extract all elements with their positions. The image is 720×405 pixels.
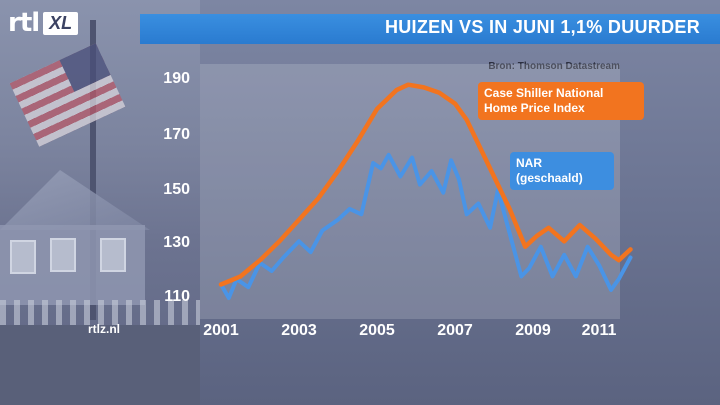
house-window — [50, 238, 76, 272]
x-tick-label: 2001 — [203, 322, 239, 339]
chart-title: HUIZEN VS IN JUNI 1,1% DUURDER — [384, 17, 700, 37]
y-tick-label: 130 — [163, 234, 190, 251]
x-tick-label: 2009 — [515, 322, 551, 339]
series-line-case-shiller — [218, 82, 633, 287]
series-layer — [218, 82, 633, 300]
x-tick-label: 2003 — [281, 322, 317, 339]
photo-backdrop — [0, 0, 200, 405]
legend-case-shiller: Case Shiller National Home Price Index — [478, 82, 644, 120]
logo-xl-badge: XL — [43, 11, 79, 35]
house-window — [10, 240, 36, 274]
ground — [0, 325, 200, 405]
x-tick-label: 2005 — [359, 322, 395, 339]
series-line-nar — [219, 152, 633, 300]
x-tick-label: 2011 — [581, 322, 617, 339]
flag-pole — [90, 20, 96, 320]
y-tick-label: 190 — [163, 70, 190, 87]
title-banner: HUIZEN VS IN JUNI 1,1% DUURDER — [140, 14, 720, 44]
y-tick-label: 150 — [163, 181, 190, 198]
logo-rtl-text: rtl — [8, 8, 40, 38]
channel-logo: rtl XL — [8, 8, 79, 38]
y-tick-label: 170 — [163, 126, 190, 143]
source-note: Bron: Thomson Datastream — [488, 61, 620, 72]
x-tick-label: 2007 — [437, 322, 473, 339]
house-window — [100, 238, 126, 272]
y-tick-label: 110 — [164, 288, 190, 305]
footer-site-label: rtlz.nl — [88, 322, 120, 336]
legend-nar: NAR (geschaald) — [510, 152, 614, 190]
